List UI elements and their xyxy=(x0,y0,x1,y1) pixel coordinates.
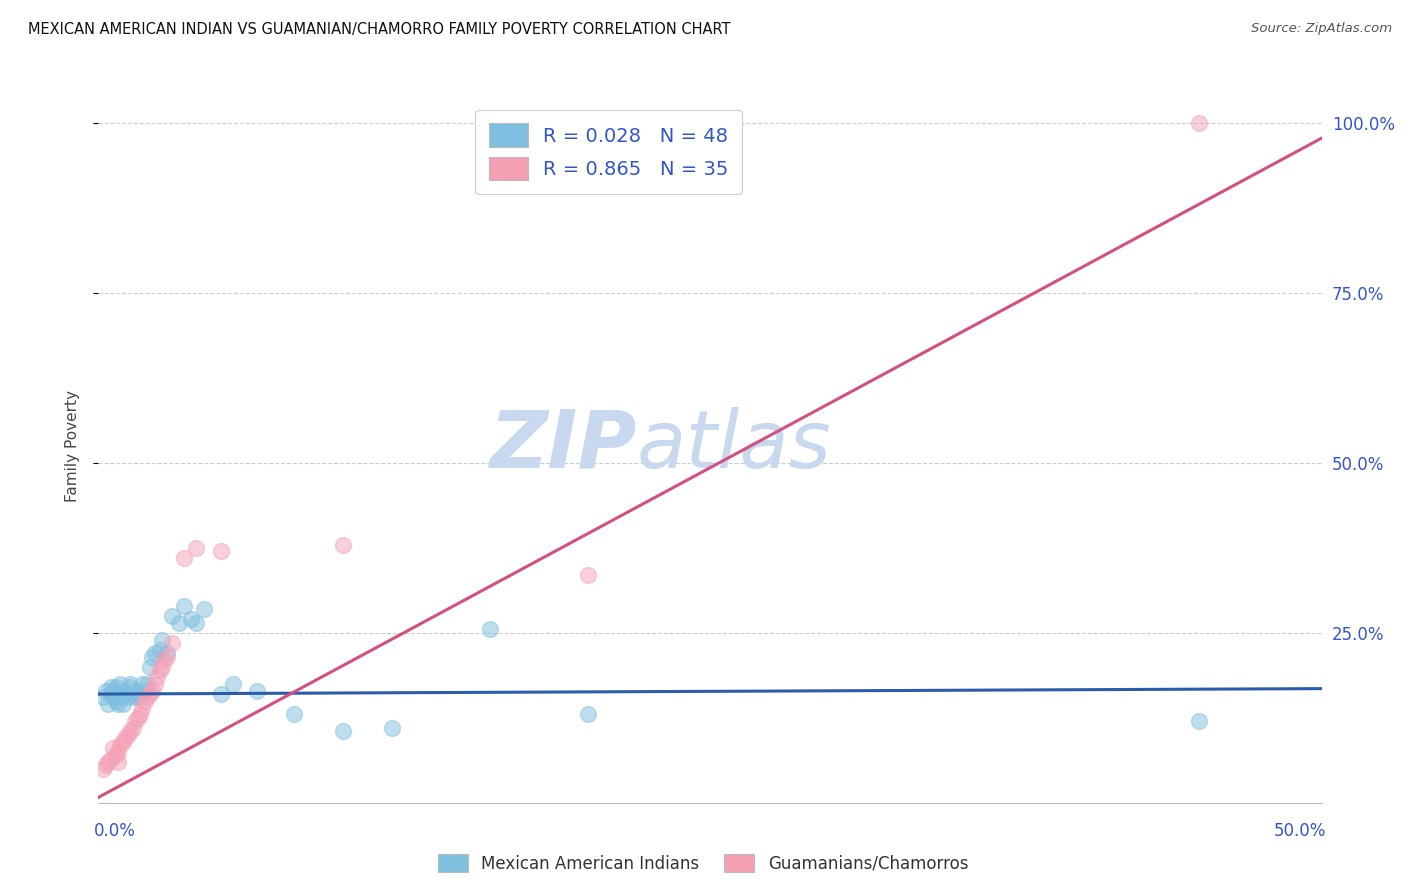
Point xyxy=(1188,116,1211,130)
Point xyxy=(156,646,179,660)
Point xyxy=(131,700,153,714)
Point xyxy=(167,615,190,630)
Point xyxy=(186,541,208,555)
Text: 50.0%: 50.0% xyxy=(1274,822,1326,840)
Point xyxy=(97,698,120,712)
Point xyxy=(111,734,134,748)
Point xyxy=(127,711,149,725)
Point xyxy=(160,636,183,650)
Point xyxy=(97,755,120,769)
Point xyxy=(193,602,215,616)
Point xyxy=(114,687,136,701)
Point xyxy=(576,568,599,582)
Point xyxy=(141,683,163,698)
Point xyxy=(186,615,208,630)
Text: 0.0%: 0.0% xyxy=(94,822,135,840)
Point xyxy=(120,677,142,691)
Point xyxy=(332,724,354,739)
Point xyxy=(143,646,166,660)
Point xyxy=(100,751,122,765)
Point xyxy=(150,660,173,674)
Point xyxy=(146,670,169,684)
Point xyxy=(104,748,127,763)
Legend: R = 0.028   N = 48, R = 0.865   N = 35: R = 0.028 N = 48, R = 0.865 N = 35 xyxy=(475,110,742,194)
Point xyxy=(1188,714,1211,729)
Point xyxy=(107,698,129,712)
Point xyxy=(149,663,172,677)
Point xyxy=(104,680,127,694)
Point xyxy=(121,721,143,735)
Point xyxy=(141,649,163,664)
Point xyxy=(101,741,124,756)
Point xyxy=(124,714,146,729)
Point xyxy=(153,653,176,667)
Point xyxy=(160,608,183,623)
Point xyxy=(134,694,156,708)
Point xyxy=(124,683,146,698)
Point xyxy=(94,683,117,698)
Point xyxy=(209,544,232,558)
Point xyxy=(139,660,162,674)
Text: MEXICAN AMERICAN INDIAN VS GUAMANIAN/CHAMORRO FAMILY POVERTY CORRELATION CHART: MEXICAN AMERICAN INDIAN VS GUAMANIAN/CHA… xyxy=(28,22,731,37)
Point xyxy=(117,728,139,742)
Point xyxy=(117,690,139,705)
Point xyxy=(107,755,129,769)
Point xyxy=(246,683,269,698)
Point xyxy=(283,707,305,722)
Point xyxy=(91,762,114,776)
Point xyxy=(576,707,599,722)
Point xyxy=(110,738,132,752)
Point xyxy=(129,687,152,701)
Point xyxy=(180,612,202,626)
Text: atlas: atlas xyxy=(637,407,831,485)
Point xyxy=(173,599,195,613)
Point xyxy=(150,632,173,647)
Point xyxy=(104,694,127,708)
Point xyxy=(156,649,179,664)
Point xyxy=(91,690,114,705)
Point xyxy=(94,758,117,772)
Point xyxy=(136,677,159,691)
Point xyxy=(120,680,142,694)
Point xyxy=(143,677,166,691)
Point xyxy=(110,690,132,705)
Point xyxy=(110,677,132,691)
Point xyxy=(111,698,134,712)
Point xyxy=(136,690,159,705)
Point xyxy=(149,643,172,657)
Point xyxy=(381,721,404,735)
Text: ZIP: ZIP xyxy=(489,407,637,485)
Point xyxy=(121,687,143,701)
Point xyxy=(100,680,122,694)
Point xyxy=(107,687,129,701)
Point xyxy=(111,683,134,698)
Legend: Mexican American Indians, Guamanians/Chamorros: Mexican American Indians, Guamanians/Cha… xyxy=(432,847,974,880)
Y-axis label: Family Poverty: Family Poverty xyxy=(65,390,80,502)
Point xyxy=(101,683,124,698)
Point xyxy=(107,745,129,759)
Point xyxy=(478,623,501,637)
Point xyxy=(124,690,146,705)
Point xyxy=(332,537,354,551)
Point xyxy=(120,724,142,739)
Text: Source: ZipAtlas.com: Source: ZipAtlas.com xyxy=(1251,22,1392,36)
Point xyxy=(222,677,245,691)
Point xyxy=(173,551,195,566)
Point xyxy=(131,677,153,691)
Point xyxy=(101,690,124,705)
Point xyxy=(209,687,232,701)
Point xyxy=(134,683,156,698)
Point xyxy=(139,687,162,701)
Point xyxy=(127,690,149,705)
Point xyxy=(114,731,136,746)
Point xyxy=(129,707,152,722)
Point xyxy=(100,687,122,701)
